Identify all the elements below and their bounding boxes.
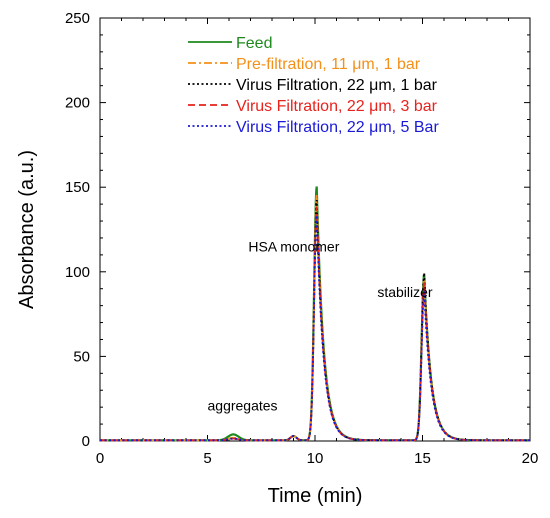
y-tick-label: 250 [65,10,90,27]
x-tick-label: 20 [522,450,539,467]
annotation-1: aggregates [208,398,278,414]
x-tick-label: 0 [96,450,104,467]
legend-label-3: Virus Filtration, 22 μm, 1 bar [236,77,438,94]
y-tick-label: 200 [65,95,90,112]
y-tick-label: 50 [73,348,90,365]
annotation-2: HSA monomer [248,238,339,254]
legend-label-5: Virus Filtration, 22 μm, 5 Bar [236,119,439,136]
y-axis-label: Absorbance (a.u.) [16,150,38,309]
x-tick-label: 5 [203,450,211,467]
y-tick-label: 150 [65,179,90,196]
legend-label-1: Feed [236,35,272,52]
y-tick-label: 100 [65,264,90,281]
legend: Feed Pre-filtration, 11 μm, 1 bar Virus Fi… [188,35,439,136]
x-tick-label: 15 [414,450,431,467]
x-tick-label: 10 [307,450,324,467]
annotation-3: stabilizer [377,284,433,300]
series-line-3 [100,199,530,442]
annotations: aggregates HSA monomer stabilizer [208,238,433,413]
series-lines [100,186,530,442]
legend-label-2: Pre-filtration, 11 μm, 1 bar [236,56,421,73]
x-axis-label: Time (min) [268,485,363,507]
series-line-1 [100,186,530,442]
y-tick-label: 0 [82,433,90,450]
legend-label-4: Virus Filtration, 22 μm, 3 bar [236,98,438,115]
